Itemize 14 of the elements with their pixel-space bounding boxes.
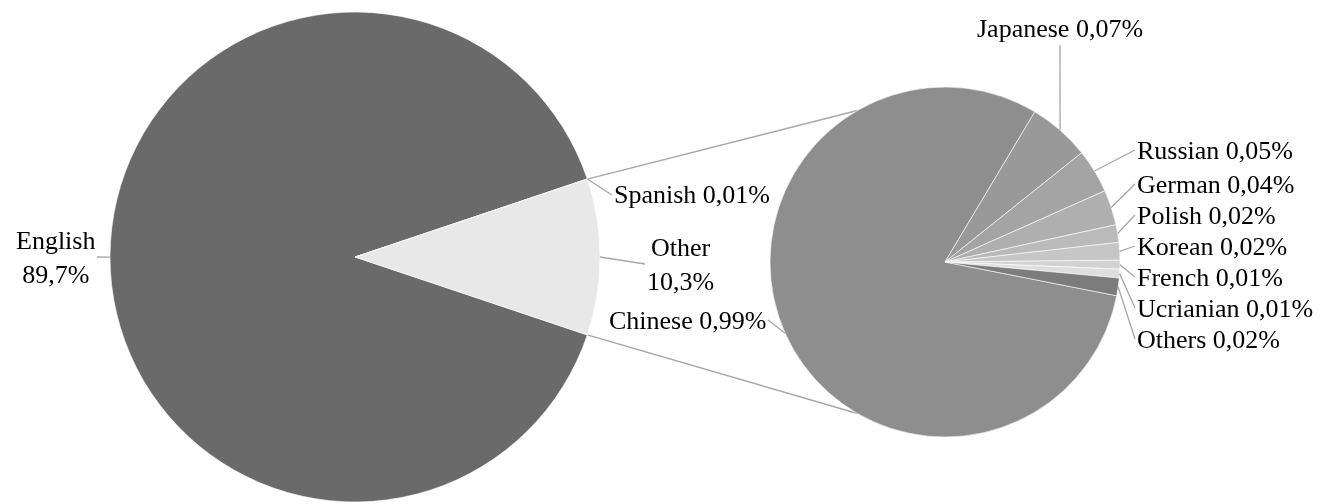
slice-label: French 0,01% [1137,263,1283,292]
slice-label: Chinese 0,99% [609,306,767,335]
slice-label: Other [650,233,711,262]
slice-label: Russian 0,05% [1137,136,1293,165]
slice-label: Korean 0,02% [1137,232,1288,261]
slice-label: Polish 0,02% [1137,201,1276,230]
data-label: 10,3% [647,266,715,296]
slice-label: English [16,226,96,255]
data-label: 89,7% [22,259,90,289]
slice-label: German 0,04% [1137,170,1295,199]
slice-label: Others 0,02% [1137,325,1280,354]
slice-label: Ucrianian 0,01% [1137,294,1314,323]
slice-label: Japanese 0,07% [977,14,1144,43]
slice-label: Spanish 0,01% [614,180,770,209]
